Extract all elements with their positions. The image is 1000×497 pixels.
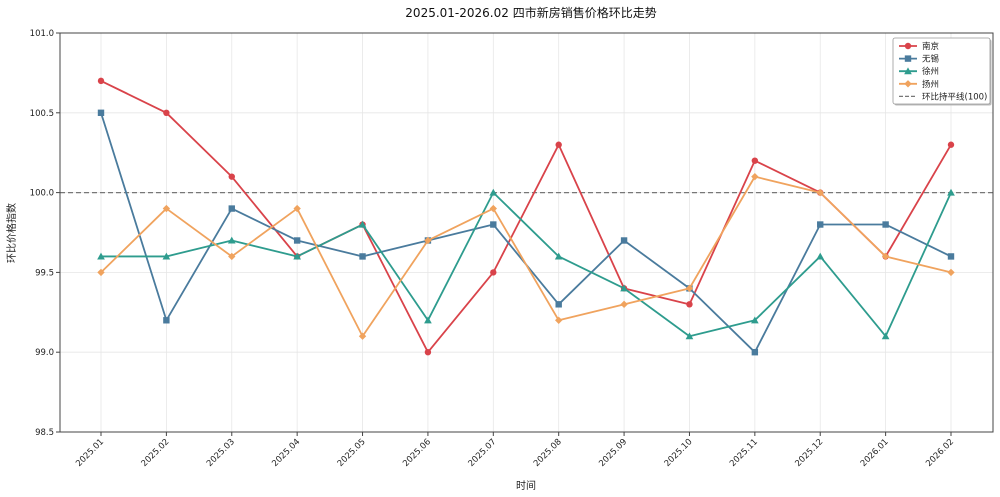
data-point (424, 236, 432, 245)
data-point (163, 109, 170, 117)
data-point (97, 77, 105, 85)
x-axis-title: 时间 (516, 479, 536, 492)
data-point (358, 220, 367, 228)
x-tick-label: 2025.06 (401, 437, 433, 469)
y-tick-label: 100.5 (30, 109, 54, 119)
y-tick-label: 101.0 (30, 29, 54, 39)
data-point (751, 349, 759, 356)
data-point (163, 317, 170, 324)
chart-title: 2025.01-2026.02 四市新房销售价格环比走势 (405, 5, 656, 20)
data-point (947, 253, 955, 260)
data-point (489, 204, 497, 213)
y-axis-title: 环比价格指数 (5, 203, 18, 263)
data-point (685, 284, 694, 293)
data-point (816, 252, 825, 260)
legend-label: 环比持平线(100) (922, 91, 987, 102)
x-tick-label: 2025.01 (74, 437, 106, 469)
data-point (424, 316, 432, 324)
x-tick-label: 2025.05 (336, 437, 368, 469)
series-line-4 (100, 175, 952, 338)
data-point (947, 268, 955, 277)
legend-label: 无锡 (922, 55, 940, 65)
y-tick-label: 100.0 (30, 189, 54, 199)
x-tick-label: 2025.07 (466, 437, 498, 469)
data-point (490, 221, 497, 228)
data-point (358, 332, 367, 340)
data-point (293, 204, 301, 213)
x-tick-label: 2026.02 (924, 437, 956, 469)
y-tick-label: 99.5 (35, 268, 54, 278)
data-point (947, 141, 955, 148)
data-point (554, 252, 563, 260)
data-point (489, 188, 498, 196)
legend-marker (904, 67, 912, 75)
x-tick-label: 2025.03 (205, 437, 237, 469)
legend-label: 徐州 (922, 66, 939, 77)
plot-frame (59, 32, 994, 433)
data-point (620, 237, 628, 244)
data-point (97, 109, 105, 116)
data-point (490, 269, 497, 276)
data-point (424, 349, 432, 356)
y-tick-label: 98.5 (35, 428, 54, 438)
data-point (685, 332, 694, 340)
x-tick-label: 2025.08 (532, 437, 564, 469)
data-point (228, 173, 235, 180)
data-point (162, 252, 171, 260)
x-tick-label: 2025.04 (270, 437, 302, 469)
data-point (620, 284, 628, 292)
legend-box (892, 37, 991, 105)
data-point (293, 252, 301, 260)
data-point (817, 221, 824, 228)
data-point (751, 157, 759, 164)
data-point (882, 221, 889, 228)
legend-marker (904, 80, 912, 88)
data-point (686, 301, 693, 308)
legend-label: 扬州 (922, 79, 939, 90)
x-tick-label: 2025.12 (793, 437, 825, 469)
legend-marker (904, 55, 912, 62)
data-point (97, 252, 105, 260)
data-point (227, 236, 236, 244)
data-point (293, 237, 301, 244)
x-tick-label: 2025.09 (597, 437, 629, 469)
series-line-2 (100, 112, 952, 354)
data-point (228, 205, 235, 212)
legend-marker (904, 42, 912, 50)
data-point (881, 252, 890, 261)
x-tick-label: 2026.01 (859, 437, 891, 469)
data-point (97, 268, 105, 277)
data-point (751, 316, 759, 324)
data-point (947, 188, 955, 196)
y-tick-label: 99.0 (35, 348, 54, 358)
x-tick-label: 2025.11 (728, 437, 760, 469)
series-line-3 (101, 191, 952, 338)
data-point (555, 301, 562, 308)
data-point (620, 300, 628, 308)
legend-label: 南京 (922, 41, 939, 52)
data-point (816, 188, 824, 197)
x-tick-label: 2025.10 (663, 437, 695, 469)
data-point (881, 332, 890, 340)
data-point (359, 253, 366, 260)
data-point (751, 172, 759, 181)
data-point (555, 141, 562, 148)
data-point (162, 204, 171, 213)
data-point (555, 316, 563, 324)
series-line-1 (100, 80, 952, 354)
x-tick-label: 2025.02 (140, 437, 172, 469)
data-point (228, 252, 236, 261)
